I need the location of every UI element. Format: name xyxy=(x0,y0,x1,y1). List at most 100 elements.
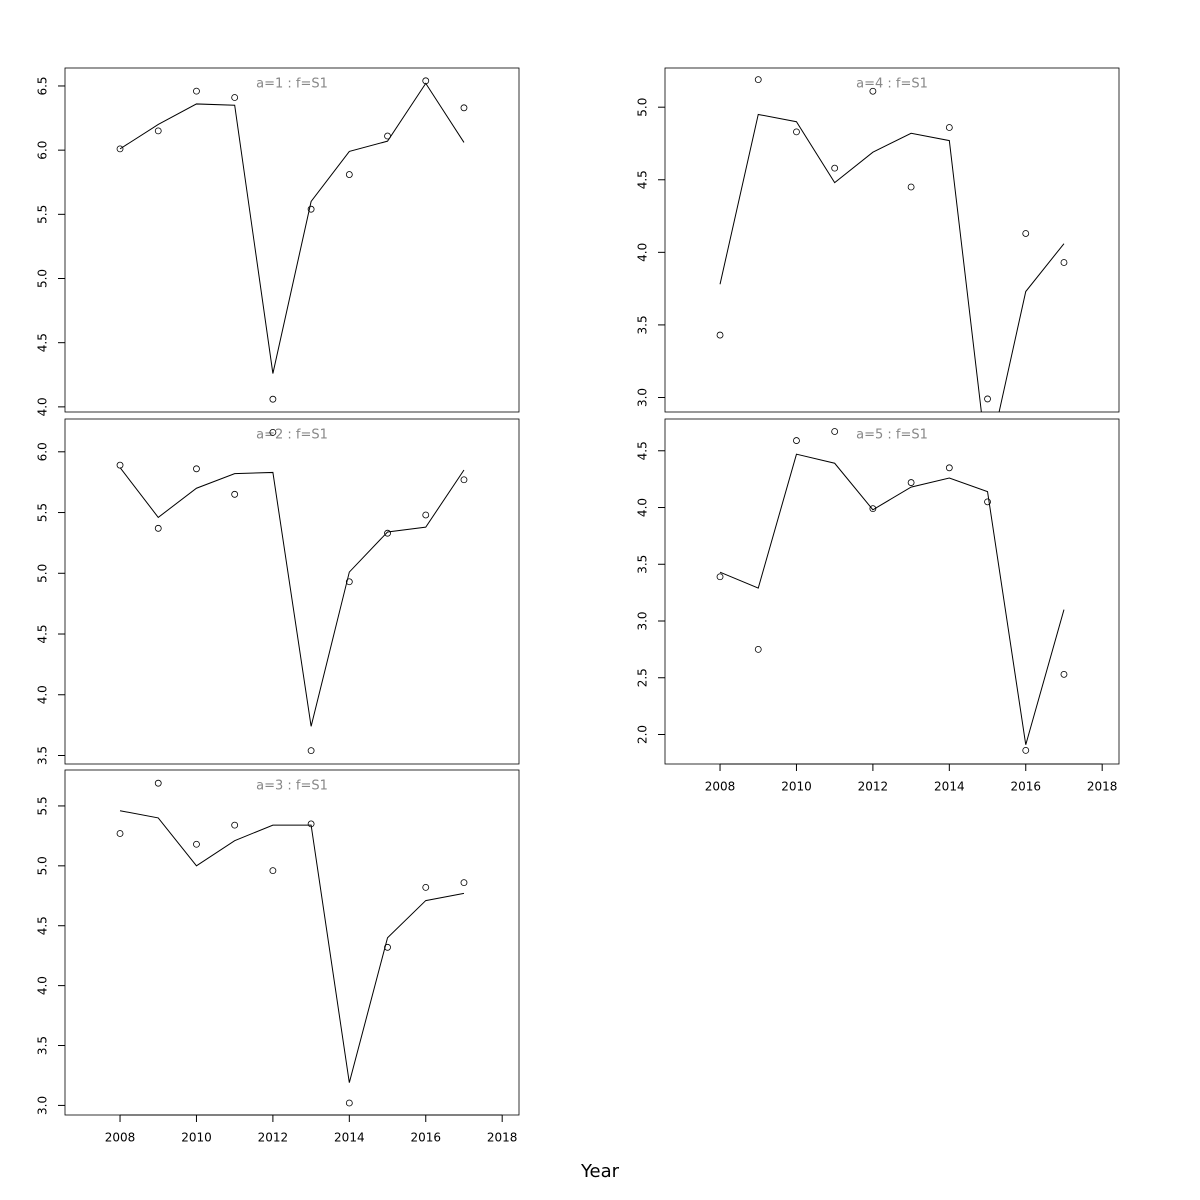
data-point xyxy=(193,87,200,95)
y-tick-label: 3.5 xyxy=(36,746,50,765)
x-tick-label: 2008 xyxy=(705,780,736,794)
y-tick-label: 4.0 xyxy=(36,976,50,995)
panel: a=2 : f=S1 3.5 4.0 4.5 5.0 5.5 6.0 xyxy=(36,418,520,765)
plot-box xyxy=(64,67,520,413)
data-point xyxy=(945,464,953,472)
panel-title: a=2 : f=S1 xyxy=(256,428,328,443)
data-point xyxy=(422,883,430,891)
data-point xyxy=(831,428,839,435)
fit-line xyxy=(719,453,1065,745)
y-tick-label: 5.5 xyxy=(36,205,50,224)
plot-box xyxy=(664,418,1120,765)
data-point xyxy=(422,77,430,85)
data-point xyxy=(793,128,800,136)
x-tick-label: 2014 xyxy=(934,780,965,794)
data-point xyxy=(345,578,353,586)
data-point xyxy=(116,145,124,153)
data-point xyxy=(384,132,391,140)
plot-box xyxy=(64,769,520,1116)
y-tick-label: 4.5 xyxy=(636,441,650,460)
data-point xyxy=(831,164,839,172)
data-point xyxy=(345,171,353,178)
y-tick-label: 6.0 xyxy=(36,442,50,461)
panel-title: a=5 : f=S1 xyxy=(856,428,928,443)
data-point xyxy=(754,645,762,653)
data-point xyxy=(869,505,877,513)
x-tick-label: 2014 xyxy=(334,1131,365,1145)
y-tick-label: 5.0 xyxy=(636,98,650,117)
data-point xyxy=(154,127,162,135)
fit-line xyxy=(119,467,465,727)
y-tick-label: 3.5 xyxy=(636,315,650,334)
data-point xyxy=(345,1099,353,1107)
data-point xyxy=(1022,746,1030,754)
y-tick-label: 3.0 xyxy=(636,388,650,407)
y-tick-label: 2.0 xyxy=(636,725,650,744)
x-tick-label: 2016 xyxy=(1010,780,1041,794)
fit-line xyxy=(119,82,465,374)
data-point xyxy=(1060,670,1068,678)
y-tick-label: 4.5 xyxy=(636,170,650,189)
data-point xyxy=(269,867,277,875)
y-tick-label: 4.5 xyxy=(36,624,50,643)
plot-box xyxy=(664,67,1120,413)
y-tick-label: 6.0 xyxy=(36,141,50,160)
x-tick-label: 2012 xyxy=(858,780,889,794)
x-tick-label: 2018 xyxy=(1087,780,1118,794)
data-point xyxy=(307,747,315,755)
data-point xyxy=(384,529,391,537)
y-tick-label: 5.0 xyxy=(36,856,50,875)
y-tick-label: 5.5 xyxy=(36,503,50,522)
data-point xyxy=(231,94,239,101)
data-point xyxy=(984,395,991,403)
y-tick-label: 3.5 xyxy=(636,555,650,574)
data-point xyxy=(231,821,239,829)
fit-line xyxy=(719,113,1065,412)
data-point xyxy=(307,820,315,828)
panel-title: a=4 : f=S1 xyxy=(856,77,928,92)
data-point xyxy=(984,498,991,506)
data-point xyxy=(307,205,315,213)
y-tick-label: 4.0 xyxy=(636,243,650,262)
plot-box xyxy=(64,418,520,765)
y-tick-label: 6.5 xyxy=(36,76,50,95)
y-tick-label: 3.0 xyxy=(36,1096,50,1115)
data-point xyxy=(716,573,724,581)
y-tick-label: 5.0 xyxy=(36,564,50,583)
data-point xyxy=(907,183,915,191)
panel-title: a=1 : f=S1 xyxy=(256,77,328,92)
panel: a=5 : f=S1 2.0 2.5 3.0 3.5 4.0 4.5 2008 2010 2012… xyxy=(636,418,1120,794)
y-tick-label: 4.0 xyxy=(36,685,50,704)
data-point xyxy=(460,476,468,484)
data-point xyxy=(154,524,162,532)
y-tick-label: 4.5 xyxy=(36,916,50,935)
panel: a=4 : f=S1 3.0 3.5 4.0 4.5 5.0 xyxy=(636,67,1120,413)
x-tick-label: 2008 xyxy=(105,1131,136,1145)
y-tick-label: 2.5 xyxy=(636,668,650,687)
data-point xyxy=(1060,259,1068,266)
y-tick-label: 4.5 xyxy=(36,333,50,352)
y-tick-label: 3.5 xyxy=(36,1036,50,1055)
y-tick-label: 5.5 xyxy=(36,796,50,815)
data-point xyxy=(460,879,468,887)
data-point xyxy=(716,331,724,339)
data-point xyxy=(907,479,915,486)
y-tick-label: 3.0 xyxy=(636,611,650,630)
data-point xyxy=(1022,230,1030,237)
data-point xyxy=(231,490,239,498)
data-point xyxy=(422,511,430,519)
data-point xyxy=(869,87,877,95)
x-tick-label: 2018 xyxy=(487,1131,518,1145)
data-point xyxy=(269,395,277,403)
y-tick-label: 4.0 xyxy=(36,397,50,416)
x-tick-label: 2010 xyxy=(181,1131,212,1145)
data-point xyxy=(945,124,953,131)
data-point xyxy=(384,943,391,951)
data-point xyxy=(269,428,277,436)
data-point xyxy=(116,461,124,469)
x-tick-label: 2016 xyxy=(410,1131,441,1145)
panel: a=1 : f=S1 4.0 4.5 5.0 5.5 6.0 6.5 xyxy=(36,67,520,416)
panel: a=3 : f=S1 3.0 3.5 4.0 4.5 5.0 5.5 2008 2010 2012… xyxy=(36,769,520,1145)
data-point xyxy=(154,779,162,787)
